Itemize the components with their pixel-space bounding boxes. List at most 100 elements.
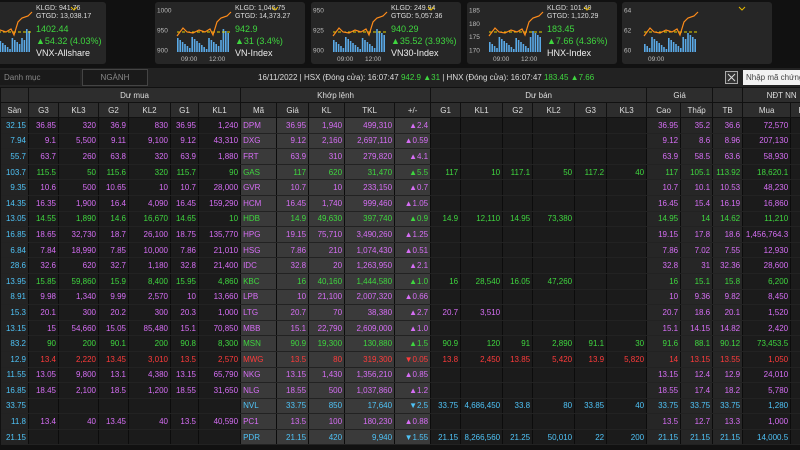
cell: 15.1 [680, 273, 714, 290]
cell: 4,686,450 [460, 398, 504, 415]
cell: 14.6 [98, 211, 129, 228]
cell [790, 117, 800, 134]
cell: 20.7 [430, 304, 462, 321]
y-axis-label: 180 [469, 21, 480, 28]
volume-bar [186, 46, 189, 52]
stock-code[interactable]: PC1 [240, 413, 278, 430]
volume-bar [517, 40, 520, 52]
cell [574, 413, 608, 430]
watchlist-tab[interactable]: Danh mục liveDragon [0, 70, 80, 97]
collapse-chevron[interactable] [70, 6, 78, 12]
stock-code[interactable]: MBB [240, 320, 278, 337]
stock-row: 11.55 13.05 9,800 13.1 4,380 13.15 65,790 NKG 13… [0, 367, 800, 384]
y-axis-label: 60 [624, 48, 632, 55]
volume-bar [501, 39, 503, 52]
cell: 16.45 [170, 195, 199, 212]
volume-bar [658, 43, 660, 52]
cell [606, 382, 648, 399]
collapse-chevron[interactable] [427, 6, 435, 12]
cell: 1,740 [308, 195, 346, 212]
collapse-chevron[interactable] [271, 6, 279, 12]
price-line [332, 11, 388, 37]
stock-code[interactable]: PDR [240, 429, 278, 446]
cell: 31,650 [198, 382, 242, 399]
cell: 40 [58, 413, 99, 430]
cell: 36.95 [276, 117, 310, 134]
stock-code[interactable]: DPM [240, 117, 278, 134]
column-header: KL3 [606, 102, 648, 118]
cell: 90.12 [712, 335, 744, 352]
cell: 65,790 [198, 367, 242, 384]
cell: 14.35 [0, 195, 29, 212]
cell [430, 226, 462, 243]
cell: 15.1 [646, 320, 682, 337]
stock-code[interactable]: LTG [240, 304, 278, 321]
cell: 1,900 [58, 195, 99, 212]
cell: 16.85 [0, 226, 29, 243]
cell: 18.45 [28, 382, 59, 399]
cell [28, 429, 59, 446]
cell: ▼1.55 [394, 429, 432, 446]
cell: 33.85 [574, 398, 608, 415]
stock-code[interactable]: GAS [240, 164, 278, 181]
cell: 63.9 [276, 148, 310, 165]
cell [460, 133, 504, 150]
volume-bar [191, 37, 193, 52]
cell: 13.55 [712, 351, 744, 368]
cell: 7.85 [98, 242, 129, 259]
cell: 2,007,320 [344, 289, 396, 306]
cell: 13.5 [170, 413, 199, 430]
cell: 85,480 [128, 320, 171, 337]
stock-code[interactable]: MWG [240, 351, 278, 368]
cell [460, 413, 504, 430]
cell [790, 179, 800, 196]
cell: 33.75 [430, 398, 462, 415]
cell: 9.99 [98, 289, 129, 306]
stock-code[interactable]: MSN [240, 335, 278, 352]
volume-bar [378, 31, 381, 52]
stock-code[interactable]: IDC [240, 257, 278, 274]
time-label: 12:00 [521, 56, 538, 63]
cell: 130,880 [344, 335, 396, 352]
search-input[interactable]: Nhập mã chứng [743, 70, 800, 85]
cell: 47,260 [532, 273, 576, 290]
settings-icon[interactable] [725, 71, 738, 84]
cell: 21.15 [0, 429, 29, 446]
volume-bar [184, 44, 186, 52]
cell [790, 351, 800, 368]
y-axis-label: 175 [469, 34, 480, 41]
stock-code[interactable]: HSG [240, 242, 278, 259]
cell: 50,010 [532, 429, 576, 446]
cell [574, 382, 608, 399]
stock-row: 15.3 20.1 300 20.2 300 20.3 1,000 LTG 20.7 70 38,3… [0, 304, 800, 321]
stock-code[interactable]: LPB [240, 289, 278, 306]
index-change: ▲7.66 (4.36%) [547, 36, 608, 46]
stock-code[interactable]: NVL [240, 398, 278, 415]
cell: 21.15 [430, 429, 462, 446]
collapse-chevron[interactable] [738, 6, 746, 12]
cell: 14.9 [430, 211, 462, 228]
volume-bar [665, 49, 668, 52]
cell: 15 [28, 320, 59, 337]
stock-code[interactable]: KBC [240, 273, 278, 290]
stock-code[interactable]: NLG [240, 382, 278, 399]
stock-code[interactable]: HCM [240, 195, 278, 212]
stock-code[interactable]: NKG [240, 367, 278, 384]
volume-bar [4, 45, 6, 52]
stock-code[interactable]: HPG [240, 226, 278, 243]
collapse-chevron[interactable] [583, 6, 591, 12]
stock-code[interactable]: DXG [240, 133, 278, 150]
cell: 40 [128, 413, 171, 430]
stock-code[interactable]: FRT [240, 148, 278, 165]
stock-code[interactable]: GVR [240, 179, 278, 196]
cell [574, 289, 608, 306]
cell [460, 320, 504, 337]
sector-tab[interactable]: NGÀNH [82, 69, 148, 86]
gtgd: GTGD: 1,120.29 [547, 13, 599, 20]
volume-bar [670, 40, 672, 52]
stock-code[interactable]: HDB [240, 211, 278, 228]
volume-bar [347, 39, 349, 52]
cell [430, 257, 462, 274]
volume-bar [208, 38, 210, 52]
column-header: Cao [646, 102, 682, 118]
